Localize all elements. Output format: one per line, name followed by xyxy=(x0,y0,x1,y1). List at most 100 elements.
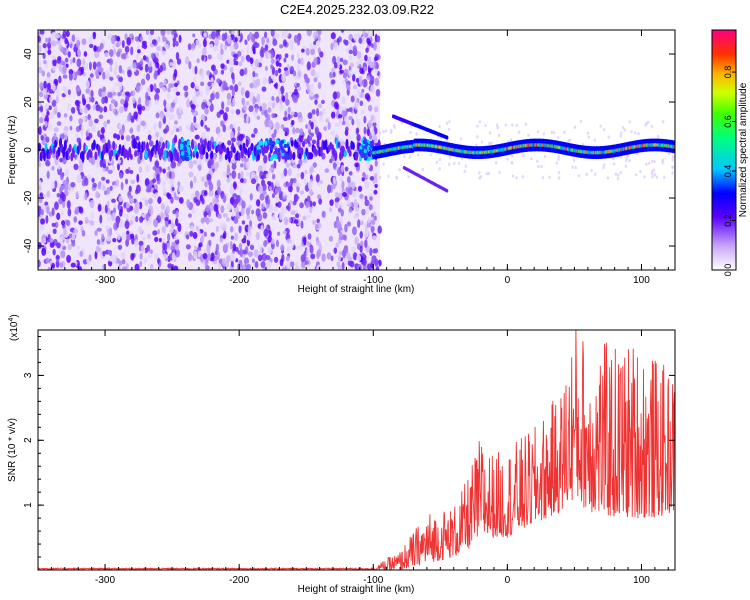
noise-cell xyxy=(103,106,108,113)
noise-cell xyxy=(232,53,238,58)
noise-cell xyxy=(213,203,219,212)
noise-cell xyxy=(117,244,123,250)
noise-cell xyxy=(226,92,232,101)
faint-cell xyxy=(478,171,481,175)
noise-cell xyxy=(167,233,171,242)
faint-cell xyxy=(655,175,658,179)
noise-cell xyxy=(45,136,50,143)
noise-cell xyxy=(74,99,80,107)
faint-cell xyxy=(662,120,665,124)
noise-cell xyxy=(165,124,170,133)
noise-cell xyxy=(239,187,243,195)
noise-cell xyxy=(117,91,122,97)
noise-cell xyxy=(265,173,270,178)
noise-cell xyxy=(38,61,42,66)
noise-cell xyxy=(210,77,214,83)
noise-cell xyxy=(63,227,67,236)
noise-cell xyxy=(214,37,219,47)
faint-cell xyxy=(624,164,628,168)
noise-cell xyxy=(145,91,149,101)
noise-cell xyxy=(137,225,143,234)
noise-cell xyxy=(206,173,212,182)
noise-cell xyxy=(76,58,82,68)
noise-cell xyxy=(97,66,102,71)
noise-cell xyxy=(297,245,303,251)
noise-cell xyxy=(341,109,347,118)
noise-cell xyxy=(209,103,214,112)
faint-cell xyxy=(445,139,448,143)
noise-cell xyxy=(76,39,81,47)
noise-cell xyxy=(369,176,375,181)
noise-cell xyxy=(175,40,179,47)
noise-cell xyxy=(159,64,164,73)
noise-cell xyxy=(191,95,197,105)
cluster-cell xyxy=(268,139,273,144)
noise-cell xyxy=(125,202,131,209)
noise-cell xyxy=(135,85,141,93)
faint-cell xyxy=(614,172,618,176)
cluster-cell xyxy=(360,153,364,159)
faint-cell xyxy=(494,161,498,165)
band-cell xyxy=(160,146,164,154)
noise-cell xyxy=(296,163,301,169)
noise-cell xyxy=(226,125,231,132)
noise-cell xyxy=(341,180,345,190)
noise-cell xyxy=(231,72,235,80)
noise-cell xyxy=(190,82,195,89)
noise-cell xyxy=(342,72,348,79)
y-tick-label: -40 xyxy=(23,238,34,253)
noise-cell xyxy=(334,192,340,198)
noise-cell xyxy=(106,216,111,222)
cluster-cell xyxy=(185,152,189,157)
noise-cell xyxy=(44,103,49,110)
noise-cell xyxy=(203,190,208,197)
noise-cell xyxy=(229,66,234,73)
noise-cell xyxy=(173,265,179,270)
noise-cell xyxy=(358,37,363,44)
band-cell xyxy=(300,147,304,156)
band-cell xyxy=(289,150,293,161)
noise-cell xyxy=(273,206,279,213)
noise-cell xyxy=(66,254,71,263)
noise-cell xyxy=(210,252,215,260)
band-cell xyxy=(83,142,87,155)
noise-cell xyxy=(55,255,61,260)
noise-cell xyxy=(278,53,282,60)
faint-cell xyxy=(620,131,623,135)
band-cell xyxy=(210,150,214,160)
band-cell xyxy=(92,139,96,150)
band-cell xyxy=(81,150,85,163)
noise-cell xyxy=(285,98,290,106)
noise-cell xyxy=(62,155,67,165)
cluster-cell xyxy=(264,140,268,145)
noise-cell xyxy=(129,219,133,226)
cluster-cell xyxy=(258,149,262,154)
noise-cell xyxy=(237,172,241,180)
noise-cell xyxy=(90,96,95,103)
cluster-cell xyxy=(277,147,281,153)
noise-cell xyxy=(39,117,44,124)
noise-cell xyxy=(54,105,58,115)
noise-cell xyxy=(64,168,69,177)
noise-cell xyxy=(285,92,289,101)
noise-cell xyxy=(312,201,316,207)
noise-cell xyxy=(348,39,352,49)
noise-cell xyxy=(160,211,164,219)
noise-cell xyxy=(113,133,118,139)
noise-cell xyxy=(210,64,216,72)
band-cell xyxy=(190,138,194,150)
noise-cell xyxy=(185,234,190,240)
band-cell xyxy=(163,149,167,161)
faint-cell xyxy=(581,142,584,147)
noise-cell xyxy=(376,35,381,43)
noise-cell xyxy=(373,41,377,51)
noise-cell xyxy=(260,261,266,269)
noise-cell xyxy=(327,121,331,130)
band-cell xyxy=(139,150,143,161)
noise-cell xyxy=(130,179,136,185)
faint-cell xyxy=(382,130,385,134)
noise-cell xyxy=(111,198,116,203)
noise-cell xyxy=(63,184,69,192)
noise-cell xyxy=(81,38,87,46)
noise-cell xyxy=(273,129,277,136)
